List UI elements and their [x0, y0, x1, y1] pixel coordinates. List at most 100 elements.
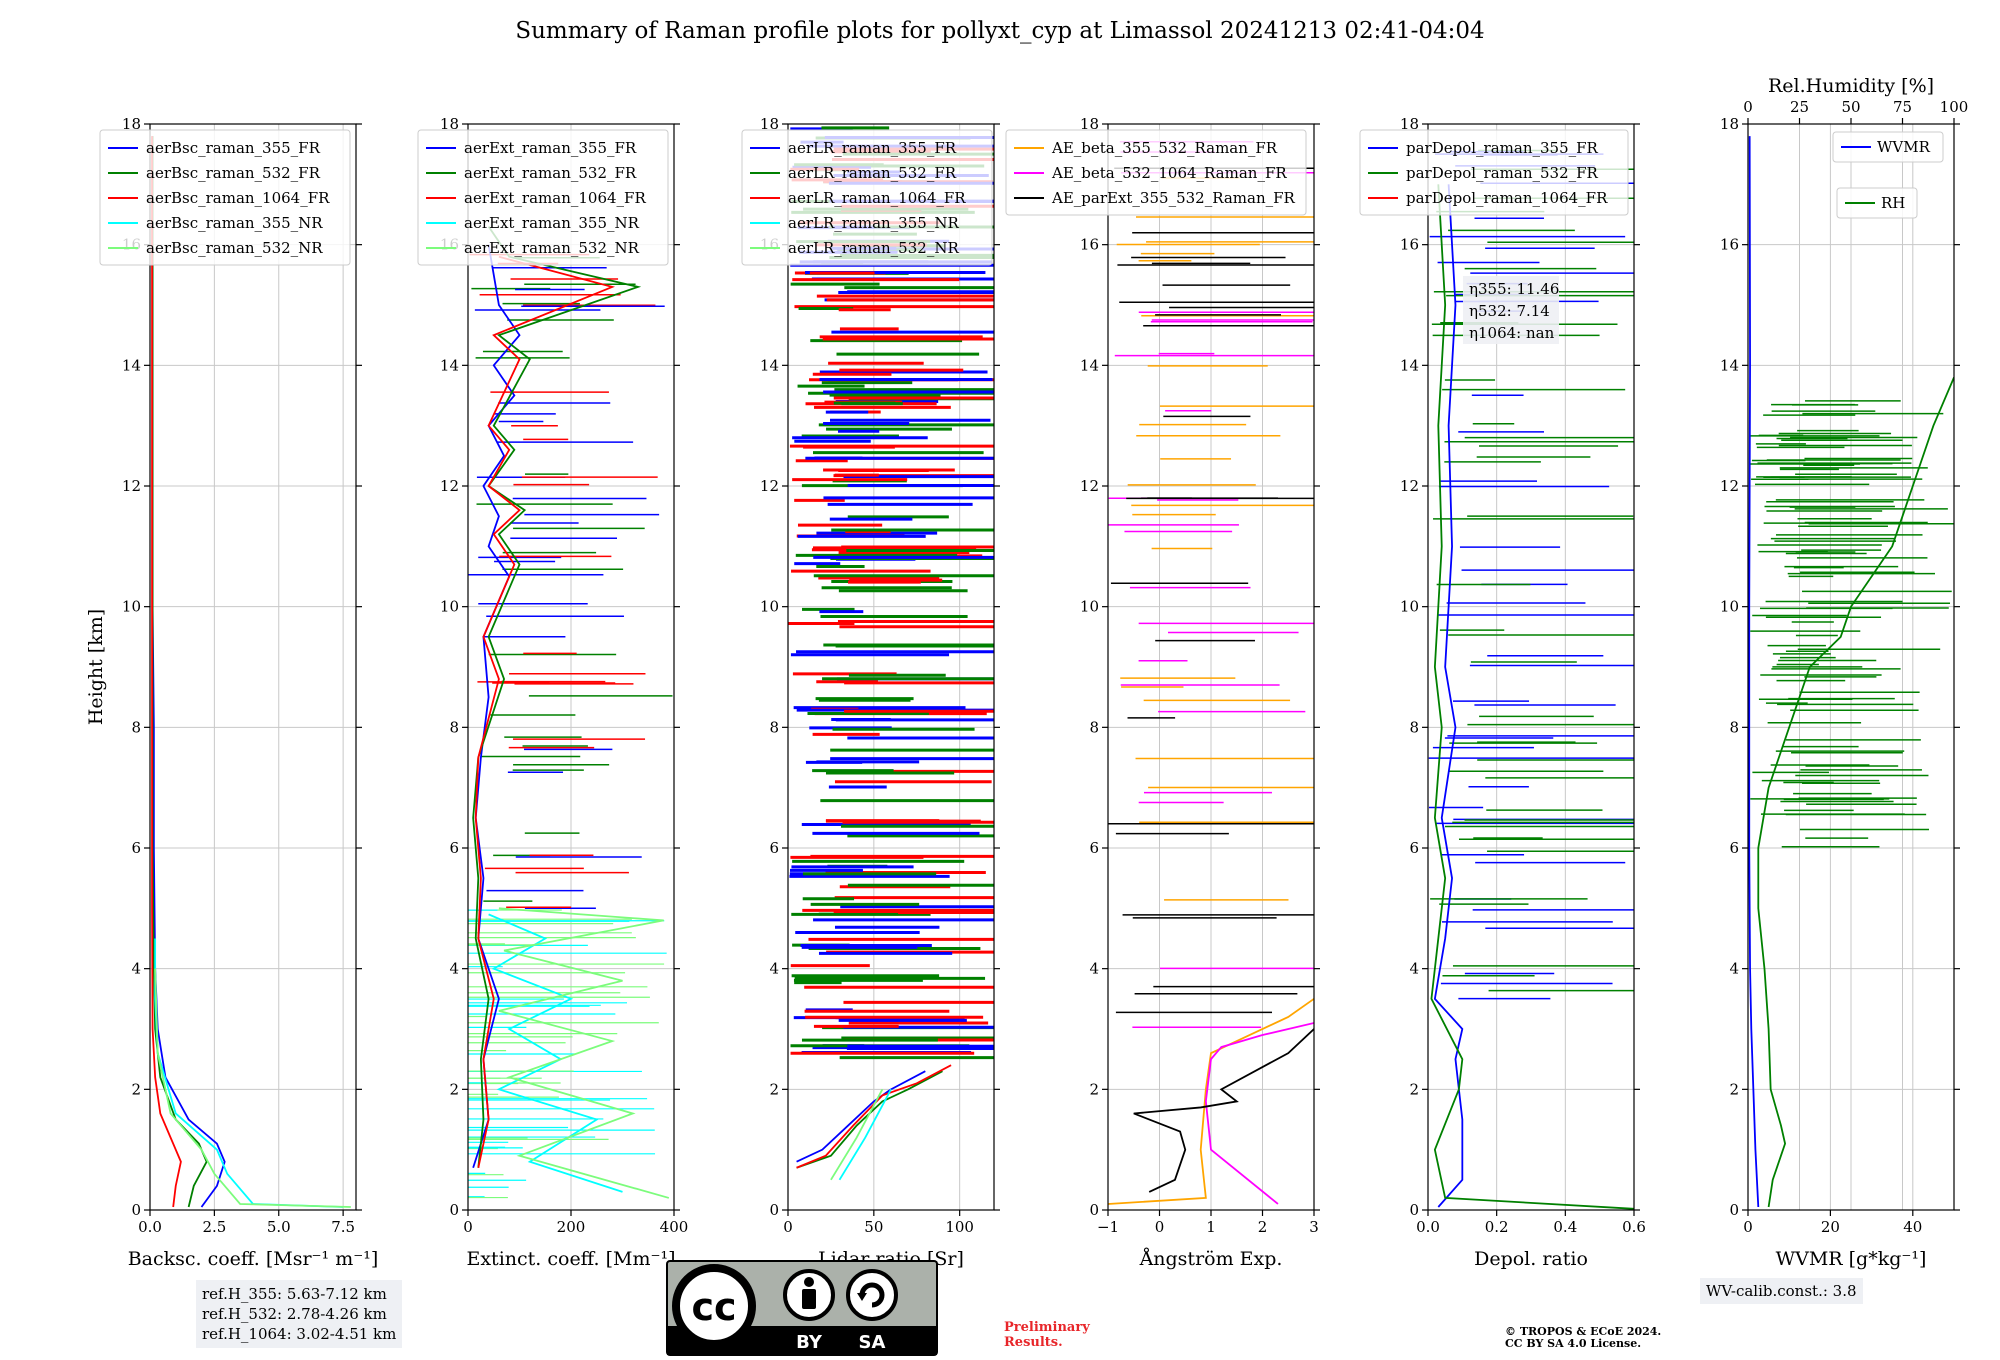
preliminary-line-1: Preliminary	[1004, 1320, 1090, 1335]
plot-area	[151, 136, 351, 1208]
y-axis-label: Height [km]	[85, 609, 107, 725]
legend-label: aerLR_raman_1064_FR	[788, 189, 966, 207]
series-aerExt_raman_532_FR	[472, 226, 642, 1168]
y-tick-label: 14	[440, 356, 459, 374]
legend: parDepol_raman_355_FR parDepol_raman_532_…	[1359, 129, 1629, 216]
axes-frame	[1427, 123, 1635, 1211]
legend-label: aerBsc_raman_532_NR	[146, 239, 323, 257]
y-tick-label: 10	[1080, 598, 1099, 616]
x-axis-label: Depol. ratio	[1474, 1248, 1588, 1270]
plot-area	[468, 226, 673, 1199]
legend-label: aerBsc_raman_1064_FR	[146, 189, 330, 207]
x-tick-label: 100	[945, 1218, 974, 1236]
y-tick-label: 4	[1409, 960, 1419, 978]
x2-tick-label: 50	[1841, 98, 1860, 116]
plot-area	[1428, 149, 1634, 1210]
x-tick-label: 5.0	[267, 1218, 291, 1236]
y-tick-label: 0	[449, 1201, 459, 1219]
x-tick-label: 2	[1258, 1218, 1268, 1236]
series-AE_beta_355_532_Raman_FR	[1108, 998, 1314, 1205]
y-tick-label: 0	[1729, 1201, 1739, 1219]
y-tick-label: 0	[131, 1201, 141, 1219]
y-tick-label: 10	[1400, 598, 1419, 616]
y-tick-label: 6	[1089, 839, 1099, 857]
legend-label: AE_beta_532_1064_Raman_FR	[1051, 164, 1287, 182]
panel-depolarization: 0 2 4 6 8 10 12 14 16 18 0.0 0.2 0.4 0.6 Depol. ratio p…	[1359, 115, 1646, 1270]
y-tick-label: 8	[1729, 718, 1739, 736]
figure-title: Summary of Raman profile plots for polly…	[515, 18, 1485, 44]
y-tick-label: 8	[1409, 718, 1419, 736]
y-tick-label: 18	[122, 115, 141, 133]
legend-label: parDepol_raman_532_FR	[1406, 164, 1599, 182]
series-AE_parExt_355_532_Raman_FR	[1133, 1028, 1314, 1193]
copyright-line-1: © TROPOS & ECoE 2024.	[1505, 1325, 1662, 1338]
legend-label: AE_beta_355_532_Raman_FR	[1051, 139, 1278, 157]
panel-extinction: 0246810121416180200400Extinct. coeff. [M…	[417, 115, 688, 1270]
y-tick-label: 4	[1089, 960, 1099, 978]
y-tick-label: 12	[440, 477, 459, 495]
legend-box	[741, 129, 993, 266]
x2-axis-label: Rel.Humidity [%]	[1768, 75, 1934, 97]
legend-label: aerExt_raman_355_FR	[464, 139, 637, 157]
by-label: BY	[796, 1332, 823, 1353]
ref-height-1064: ref.H_1064: 3.02-4.51 km	[202, 1325, 397, 1343]
y-tick-label: 4	[769, 960, 779, 978]
x2-tick-label: 25	[1790, 98, 1809, 116]
copyright-note: © TROPOS & ECoE 2024. CC BY SA 4.0 Licen…	[1505, 1326, 1661, 1350]
legend: aerBsc_raman_355_FR aerBsc_raman_532_FRae…	[99, 129, 351, 266]
x-tick-label: 20	[1821, 1218, 1840, 1236]
eta-annotation-1: η532: 7.14	[1469, 302, 1550, 320]
sa-label: SA	[859, 1332, 886, 1353]
y-tick-label: 0	[769, 1201, 779, 1219]
y-tick-label: 6	[131, 839, 141, 857]
x-tick-label: 0.0	[1416, 1218, 1440, 1236]
reference-height-box: ref.H_355: 5.63-7.12 km ref.H_532: 2.78-…	[196, 1280, 403, 1348]
series-RH	[1757, 377, 1954, 1208]
series-parDepol_raman_355_FR	[1433, 184, 1464, 1208]
x2-tick-label: 0	[1743, 98, 1753, 116]
legend-label: parDepol_raman_355_FR	[1406, 139, 1599, 157]
x-axis-label: Ångström Exp.	[1139, 1248, 1283, 1270]
y-tick-label: 2	[1409, 1080, 1419, 1098]
series-aerLR_raman_532_NR	[830, 1088, 884, 1181]
y-tick-label: 6	[449, 839, 459, 857]
series-aerExt_raman_1064_FR	[474, 255, 616, 1168]
y-tick-label: 18	[760, 115, 779, 133]
x2-tick-label: 100	[1940, 98, 1969, 116]
legend: aerExt_raman_355_FR aerExt_raman_532_FRae…	[417, 129, 669, 266]
share-alike-icon	[846, 1269, 898, 1321]
wv-calibration-box: WV-calib.const.: 3.8	[1700, 1278, 1863, 1304]
legend-label: aerExt_raman_532_NR	[464, 239, 640, 257]
legend-label: aerLR_raman_355_NR	[788, 214, 959, 232]
y-tick-label: 0	[1089, 1201, 1099, 1219]
legend-label: aerExt_raman_532_FR	[464, 164, 637, 182]
y-tick-label: 14	[1400, 356, 1419, 374]
legend-label: AE_parExt_355_532_Raman_FR	[1051, 189, 1296, 207]
series-aerLR_raman_355_FR	[796, 1070, 926, 1163]
y-tick-label: 10	[760, 598, 779, 616]
cc-icon	[672, 1264, 756, 1348]
y-tick-label: 10	[440, 598, 459, 616]
y-tick-label: 14	[760, 356, 779, 374]
legend-box	[1832, 131, 1944, 163]
eta-annotation-0: η355: 11.46	[1469, 280, 1559, 298]
y-tick-label: 12	[1720, 477, 1739, 495]
x-tick-label: 0.6	[1622, 1218, 1646, 1236]
legend-label: aerExt_raman_355_NR	[464, 214, 640, 232]
x-tick-label: 7.5	[331, 1218, 355, 1236]
legend-box	[1359, 129, 1629, 216]
preliminary-line-2: Results.	[1004, 1335, 1063, 1350]
series-aerLR_raman_1064_FR	[796, 1064, 952, 1169]
series-WVMR	[1748, 136, 1760, 1208]
legend-box	[99, 129, 351, 266]
x-axis-label: Extinct. coeff. [Mm⁻¹]	[466, 1248, 675, 1270]
x-tick-label: 0.2	[1485, 1218, 1509, 1236]
series-aerBsc_raman_355_NR	[154, 938, 344, 1208]
y-tick-label: 12	[760, 477, 779, 495]
panel-lidar_ratio: 024681012141618050100Lidar ratio [Sr]aer…	[741, 115, 1000, 1270]
series-aerLR_raman_532_FR	[796, 1070, 943, 1169]
legend-box	[1836, 187, 1918, 219]
y-tick-label: 14	[122, 356, 141, 374]
x-tick-label: 1	[1206, 1218, 1216, 1236]
